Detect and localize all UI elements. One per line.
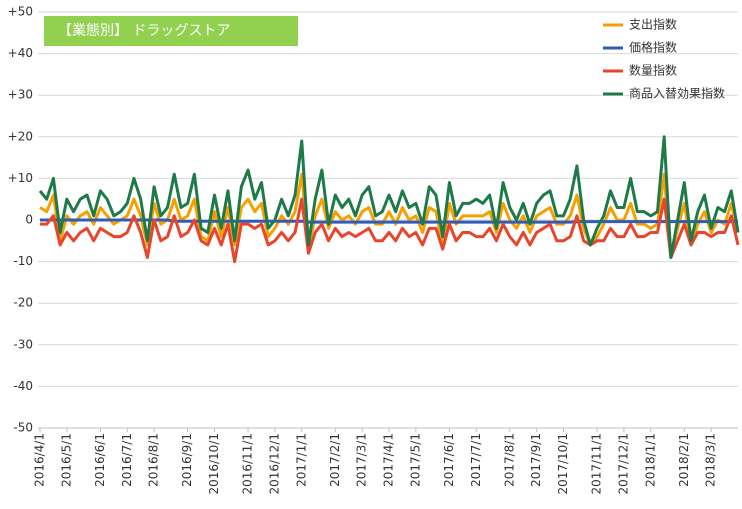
x-tick-label: 2018/1/1: [643, 433, 657, 487]
x-tick-label: 2016/5/1: [59, 433, 73, 487]
x-tick-label: 2016/10/1: [207, 433, 221, 495]
legend-label: 支出指数: [629, 17, 677, 32]
x-tick-label: 2017/1/1: [294, 433, 308, 487]
series-line: [40, 197, 740, 264]
series-line: [40, 218, 738, 224]
x-tick-label: 2016/4/1: [33, 433, 47, 487]
y-tick-label: -40: [13, 379, 33, 393]
y-tick-label: -30: [13, 337, 33, 351]
y-tick-label: -50: [13, 421, 33, 435]
title-box: [44, 16, 298, 46]
x-tick-label: 2017/10/1: [556, 433, 570, 495]
x-tick-label: 2018/2/1: [677, 433, 691, 487]
series-line: [38, 135, 740, 259]
x-tick-label: 2017/3/1: [355, 433, 369, 487]
chart-title: 【業態別】 ドラッグストア: [58, 23, 230, 39]
y-tick-label: +40: [8, 46, 33, 60]
y-tick-label: +10: [8, 171, 33, 185]
x-tick-label: 2017/7/1: [469, 433, 483, 487]
y-tick-label: -20: [13, 296, 33, 310]
x-tick-label: 2017/6/1: [442, 433, 456, 487]
x-tick-label: 2016/11/1: [241, 433, 255, 495]
x-tick-label: 2016/7/1: [120, 433, 134, 487]
legend-label: 商品入替効果指数: [629, 86, 725, 101]
x-tick-label: 2018/3/1: [704, 433, 718, 487]
y-tick-label: -10: [13, 254, 33, 268]
x-tick-label: 2017/8/1: [502, 433, 516, 487]
y-tick-label: 0: [25, 213, 33, 227]
x-tick-label: 2016/8/1: [147, 433, 161, 487]
legend-label: 数量指数: [629, 63, 677, 78]
x-tick-label: 2017/5/1: [408, 433, 422, 487]
x-tick-label: 2016/6/1: [93, 433, 107, 487]
x-tick-label: 2017/12/1: [616, 433, 630, 495]
y-tick-label: +30: [8, 88, 33, 102]
y-tick-label: +50: [8, 5, 33, 19]
x-tick-label: 2017/2/1: [328, 433, 342, 487]
y-tick-label: +20: [8, 129, 33, 143]
x-tick-label: 2016/12/1: [267, 433, 281, 495]
x-tick-label: 2016/9/1: [180, 433, 194, 487]
series-line: [39, 172, 740, 259]
x-tick-label: 2017/11/1: [590, 433, 604, 495]
x-tick-label: 2017/4/1: [382, 433, 396, 487]
legend-label: 価格指数: [629, 40, 677, 55]
x-tick-label: 2017/9/1: [529, 433, 543, 487]
